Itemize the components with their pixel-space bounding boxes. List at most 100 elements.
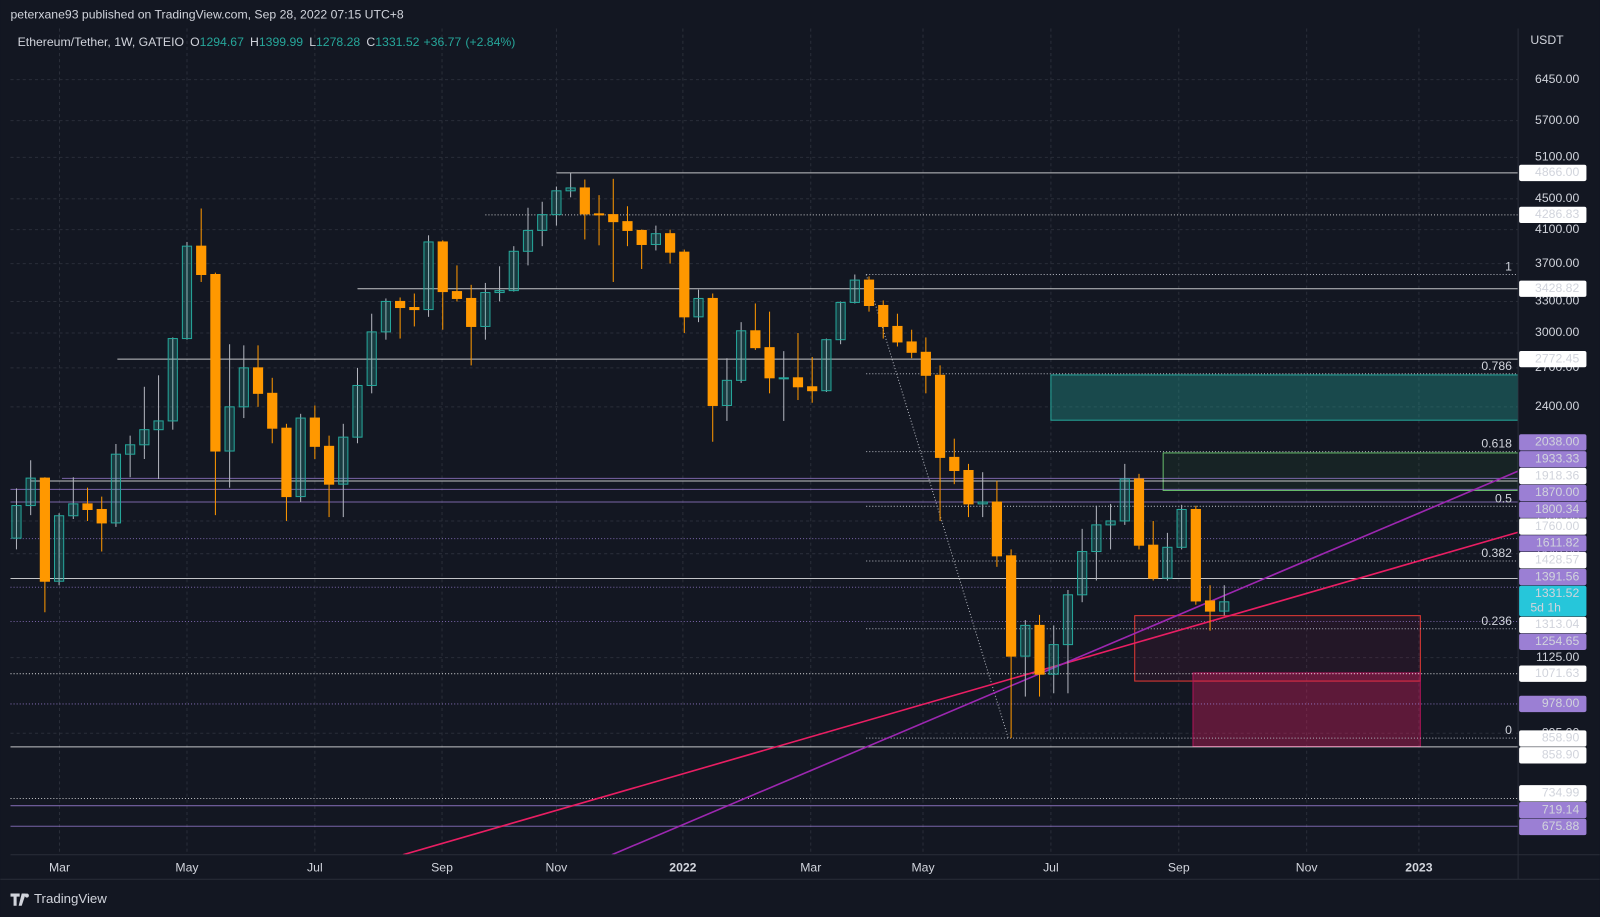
candle-body xyxy=(1176,508,1187,548)
legend-key: O xyxy=(190,35,200,49)
trendline xyxy=(611,470,1519,855)
trendline xyxy=(402,531,1519,855)
y-tick-label: 6450.00 xyxy=(1535,72,1579,86)
candle-body xyxy=(1119,478,1130,522)
fib-level-label: 0.236 xyxy=(1481,614,1512,628)
candle-body xyxy=(423,241,434,311)
last-price-label: 1331.52 xyxy=(1535,586,1579,600)
price-label: 4866.00 xyxy=(1535,165,1579,179)
price-label: 719.14 xyxy=(1542,802,1580,816)
candle-body xyxy=(1148,544,1159,579)
logo-icon xyxy=(10,893,29,906)
candle-body xyxy=(196,245,207,276)
fib-level-label: 0.382 xyxy=(1481,546,1512,560)
price-label-bg xyxy=(1519,518,1587,535)
price-label: 4286.83 xyxy=(1535,207,1579,221)
candle-body xyxy=(295,417,306,498)
byline: peterxane93 published on TradingView.com… xyxy=(11,8,404,22)
price-label: 1313.04 xyxy=(1535,617,1579,631)
candle-body xyxy=(451,291,463,299)
candle-body xyxy=(1034,624,1045,675)
legend-key: L xyxy=(309,35,316,49)
axis-unit: USDT xyxy=(1530,33,1564,47)
candle-body xyxy=(125,444,136,455)
price-label: 1918.36 xyxy=(1535,468,1579,482)
price-label: 1760.00 xyxy=(1535,519,1579,533)
y-tick-label: 3300.00 xyxy=(1535,294,1579,308)
price-label-bg xyxy=(1519,785,1587,802)
candle-body xyxy=(139,429,150,446)
y-tick-label: 3000.00 xyxy=(1535,325,1579,339)
price-label: 1933.33 xyxy=(1535,451,1579,465)
price-label-bg xyxy=(1519,350,1587,368)
legend-key: H xyxy=(250,35,259,49)
fib-level-label: 0.5 xyxy=(1495,491,1512,505)
y-tick-label: 2400.00 xyxy=(1535,399,1579,413)
brand-logo: TradingView xyxy=(10,891,107,906)
candle-body xyxy=(352,384,363,438)
price-label-bg xyxy=(1519,467,1587,485)
price-label-bg xyxy=(1519,695,1587,713)
candle-body xyxy=(53,515,65,582)
price-label-bg xyxy=(1519,568,1587,586)
y-tick-label: 1125.00 xyxy=(1536,650,1580,664)
candle-body xyxy=(1219,601,1230,612)
candle-body xyxy=(480,292,491,327)
x-tick-label: Mar xyxy=(49,860,70,874)
price-label-bg xyxy=(1519,585,1587,617)
countdown-label: 5d 1h xyxy=(1530,600,1561,614)
x-tick-label: 2022 xyxy=(669,860,696,874)
candle-body xyxy=(906,341,917,353)
candle-body xyxy=(522,229,534,252)
candle-body xyxy=(963,469,974,505)
x-tick-label: Nov xyxy=(546,860,569,874)
candle-body xyxy=(252,367,264,394)
price-label: 858.90 xyxy=(1542,731,1580,745)
symbol: Ethereum/Tether, 1W, GATEIO xyxy=(18,35,184,49)
candle-body xyxy=(551,190,562,216)
price-label-bg xyxy=(1519,633,1587,650)
price-label: 1254.65 xyxy=(1535,634,1579,648)
fib-level-label: 1 xyxy=(1505,260,1512,274)
price-label-bg xyxy=(1519,552,1587,569)
candle-body xyxy=(153,420,164,431)
candle-body xyxy=(1190,508,1201,602)
candle-body xyxy=(764,347,775,379)
candle-body xyxy=(565,187,576,192)
price-label: 858.90 xyxy=(1542,748,1580,762)
candle-body xyxy=(750,330,761,349)
zone xyxy=(1050,374,1519,421)
price-label-bg xyxy=(1519,434,1587,451)
price-labels: 4866.00 4286.83 3428.82 2772.45 2038.00 1933.… xyxy=(1519,164,1587,836)
candle-body xyxy=(892,325,903,343)
x-tick-label: Jul xyxy=(307,860,323,874)
price-label: 978.00 xyxy=(1542,696,1580,710)
candle-body xyxy=(1204,600,1216,612)
x-tick-label: May xyxy=(175,860,199,874)
candle-body xyxy=(167,338,178,422)
candle-body xyxy=(821,339,832,392)
fib-level-label: 0.618 xyxy=(1481,437,1512,451)
zone xyxy=(1134,615,1421,682)
candle-body xyxy=(1062,594,1074,646)
candle-body xyxy=(636,229,647,245)
y-tick-label: 3700.00 xyxy=(1535,256,1579,270)
candle-body xyxy=(721,379,733,406)
candle-body xyxy=(593,213,605,216)
candle-body xyxy=(579,187,590,215)
x-tick-label: Mar xyxy=(800,860,821,874)
candles xyxy=(11,172,1230,739)
candle-body xyxy=(39,477,50,582)
candle-body xyxy=(1048,644,1059,675)
price-label: 3428.82 xyxy=(1535,281,1579,295)
price-label: 1870.00 xyxy=(1535,485,1579,499)
candle-body xyxy=(1105,520,1116,526)
candle-body xyxy=(807,386,818,392)
candle-body xyxy=(281,427,292,498)
candle-body xyxy=(323,445,335,485)
x-tick-label: Nov xyxy=(1296,860,1319,874)
candle-body xyxy=(693,297,704,318)
candle-body xyxy=(508,250,519,292)
